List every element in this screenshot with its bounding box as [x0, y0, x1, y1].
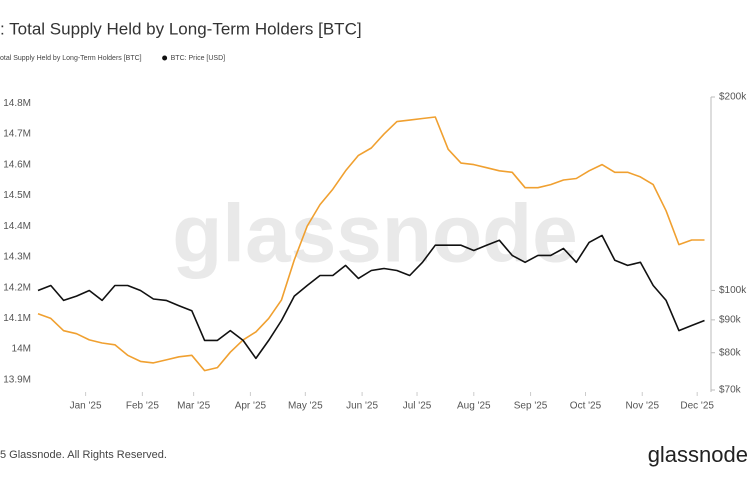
x-tick-label: Sep '25 — [514, 401, 548, 412]
y-tick-label: 14.5M — [3, 190, 31, 201]
y2-tick-label: $90k — [719, 315, 742, 326]
y2-tick-label: $80k — [719, 347, 742, 358]
x-tick-label: Apr '25 — [235, 401, 267, 412]
y-tick-label: 14.7M — [3, 129, 31, 140]
x-tick-label: Oct '25 — [570, 401, 602, 412]
legend-marker — [162, 55, 168, 61]
y-tick-label: 14.8M — [3, 98, 31, 109]
x-tick-label: Jan '25 — [70, 401, 102, 412]
x-tick-label: Dec '25 — [680, 401, 714, 412]
legend-label: BTC: Price [USD] — [171, 55, 226, 62]
y-tick-label: 14M — [12, 344, 31, 355]
series-line — [37, 234, 705, 360]
y-tick-label: 14.3M — [3, 252, 31, 263]
y-tick-label: 14.1M — [3, 313, 31, 324]
x-tick-label: Nov '25 — [625, 401, 659, 412]
legend-label: otal Supply Held by Long-Term Holders [B… — [0, 55, 142, 62]
x-tick-label: Jul '25 — [403, 401, 432, 412]
y2-tick-label: $200k — [719, 92, 747, 103]
x-tick-label: Feb '25 — [126, 401, 159, 412]
y-tick-label: 14.2M — [3, 282, 31, 293]
y2-tick-label: $100k — [719, 285, 747, 296]
x-tick-label: May '25 — [288, 401, 323, 412]
y-tick-label: 13.9M — [3, 374, 31, 385]
x-tick-label: Mar '25 — [177, 401, 210, 412]
footer: 5 Glassnode. All Rights Reserved. — [0, 449, 167, 461]
x-tick-label: Jun '25 — [346, 401, 378, 412]
watermark: glassnode — [172, 189, 578, 280]
logo: glassnode — [648, 442, 748, 467]
series-line — [37, 116, 705, 372]
y2-tick-label: $70k — [719, 385, 742, 396]
x-tick-label: Aug '25 — [457, 401, 491, 412]
chart-title: : Total Supply Held by Long-Term Holders… — [0, 19, 362, 38]
y-tick-label: 14.4M — [3, 221, 31, 232]
y-tick-label: 14.6M — [3, 159, 31, 170]
